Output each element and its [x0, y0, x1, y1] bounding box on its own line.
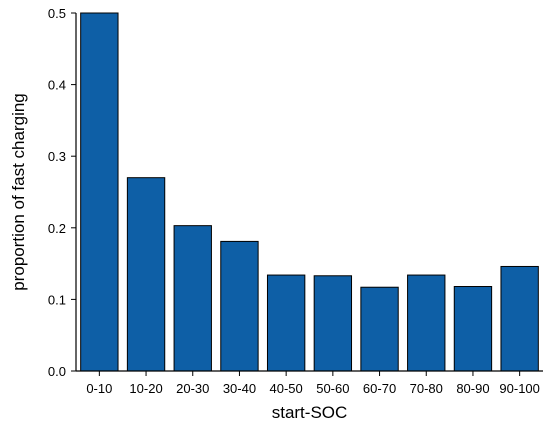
- y-tick-label: 0.1: [48, 292, 66, 307]
- y-tick-label: 0.2: [48, 221, 66, 236]
- bar-90-100: [500, 265, 539, 372]
- y-tick-label: 0.0: [48, 364, 66, 379]
- x-tick-label: 10-20: [129, 381, 162, 396]
- x-tick-label: 0-10: [86, 381, 112, 396]
- y-tick-label: 0.5: [48, 6, 66, 21]
- bar-10-20: [126, 177, 166, 372]
- bar-50-60: [313, 275, 353, 372]
- y-tick-label: 0.3: [48, 149, 66, 164]
- bar-0-10: [80, 12, 119, 372]
- y-axis-title: proportion of fast charging: [9, 93, 28, 291]
- x-tick-label: 20-30: [176, 381, 209, 396]
- bar-30-40: [220, 240, 259, 372]
- bar-20-30: [173, 225, 212, 372]
- bars-group: [80, 12, 539, 372]
- bar-70-80: [407, 274, 446, 372]
- x-axis-ticks: 0-10 10-20 20-30 30-40 40-50 50-60 60-70 70-80 8…: [86, 371, 540, 396]
- x-tick-label: 80-90: [456, 381, 489, 396]
- x-tick-label: 40-50: [270, 381, 303, 396]
- x-tick-label: 90-100: [499, 381, 539, 396]
- x-tick-label: 50-60: [316, 381, 349, 396]
- y-tick-label: 0.4: [48, 78, 66, 93]
- y-axis-ticks: 0.0 0.1 0.2 0.3 0.4 0.5: [48, 6, 76, 379]
- x-axis-title: start-SOC: [272, 403, 348, 422]
- bar-60-70: [360, 286, 399, 372]
- x-tick-label: 60-70: [363, 381, 396, 396]
- x-tick-label: 30-40: [223, 381, 256, 396]
- x-tick-label: 70-80: [410, 381, 443, 396]
- bar-80-90: [453, 286, 493, 372]
- bar-40-50: [266, 274, 306, 372]
